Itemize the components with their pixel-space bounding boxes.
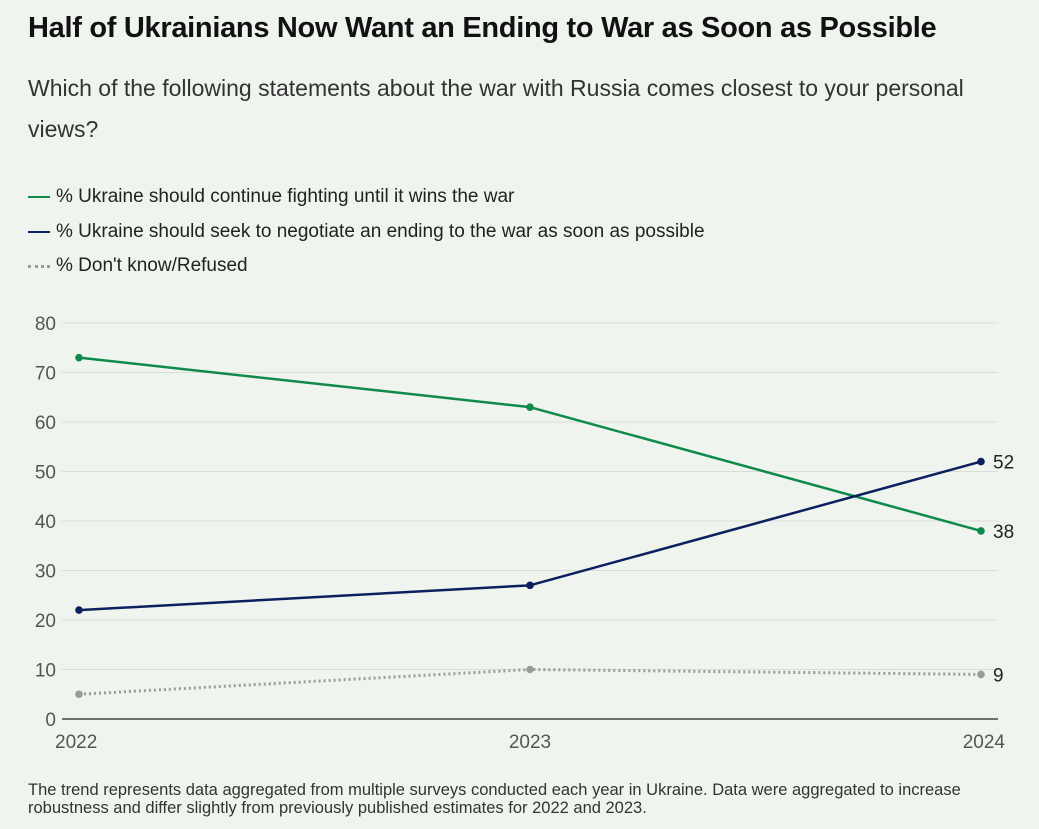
legend-swatch-negotiate bbox=[28, 230, 50, 233]
legend-item-negotiate: % Ukraine should seek to negotiate an en… bbox=[28, 215, 705, 250]
series-line-0 bbox=[78, 356, 982, 533]
data-label: 52 bbox=[993, 453, 1014, 474]
x-tick-label: 2022 bbox=[55, 732, 97, 753]
data-point bbox=[526, 403, 534, 411]
chart-subtitle: Which of the following statements about … bbox=[28, 75, 964, 142]
y-tick-label: 50 bbox=[35, 463, 56, 484]
chart-title: Half of Ukrainians Now Want an Ending to… bbox=[28, 12, 937, 44]
y-tick-label: 0 bbox=[45, 710, 56, 731]
data-point bbox=[75, 606, 83, 614]
data-label: 38 bbox=[993, 522, 1014, 543]
legend-item-continue-fighting: % Ukraine should continue fighting until… bbox=[28, 180, 705, 215]
data-point bbox=[526, 665, 534, 674]
y-tick-label: 70 bbox=[35, 364, 56, 385]
legend-label-dont-know: % Don't know/Refused bbox=[56, 255, 248, 277]
data-point bbox=[977, 527, 985, 535]
data-point bbox=[75, 353, 83, 362]
data-point bbox=[977, 670, 985, 679]
legend-swatch-dont-know bbox=[28, 264, 50, 268]
legend-item-dont-know: % Don't know/Refused bbox=[28, 249, 705, 284]
y-tick-label: 10 bbox=[35, 661, 56, 682]
x-tick-label: 2024 bbox=[963, 732, 1006, 753]
data-point bbox=[977, 457, 985, 466]
y-tick-label: 30 bbox=[35, 562, 56, 583]
data-point bbox=[526, 581, 534, 590]
y-tick-label: 60 bbox=[35, 413, 56, 434]
y-tick-label: 20 bbox=[35, 611, 56, 632]
y-tick-label: 80 bbox=[35, 314, 56, 335]
legend-swatch-continue-fighting bbox=[28, 196, 50, 199]
data-point bbox=[75, 690, 83, 699]
legend-label-negotiate: % Ukraine should seek to negotiate an en… bbox=[56, 220, 705, 242]
footnote: The trend represents data aggregated fro… bbox=[28, 781, 961, 817]
chart-legend: % Ukraine should continue fighting until… bbox=[28, 180, 705, 284]
legend-label-continue-fighting: % Ukraine should continue fighting until… bbox=[56, 186, 515, 208]
data-label: 9 bbox=[993, 665, 1004, 686]
y-tick-label: 40 bbox=[35, 512, 56, 533]
x-tick-label: 2023 bbox=[509, 732, 551, 753]
